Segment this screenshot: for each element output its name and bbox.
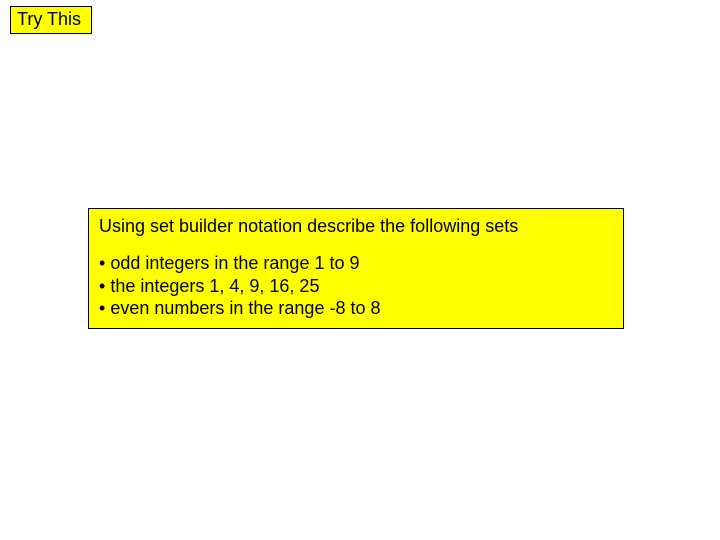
- list-item: the integers 1, 4, 9, 16, 25: [99, 275, 613, 298]
- bullet-list: odd integers in the range 1 to 9 the int…: [99, 252, 613, 320]
- title-box: Try This: [10, 6, 92, 34]
- content-prompt: Using set builder notation describe the …: [99, 215, 613, 238]
- list-item: even numbers in the range -8 to 8: [99, 297, 613, 320]
- title-text: Try This: [17, 9, 81, 29]
- list-item: odd integers in the range 1 to 9: [99, 252, 613, 275]
- content-box: Using set builder notation describe the …: [88, 208, 624, 329]
